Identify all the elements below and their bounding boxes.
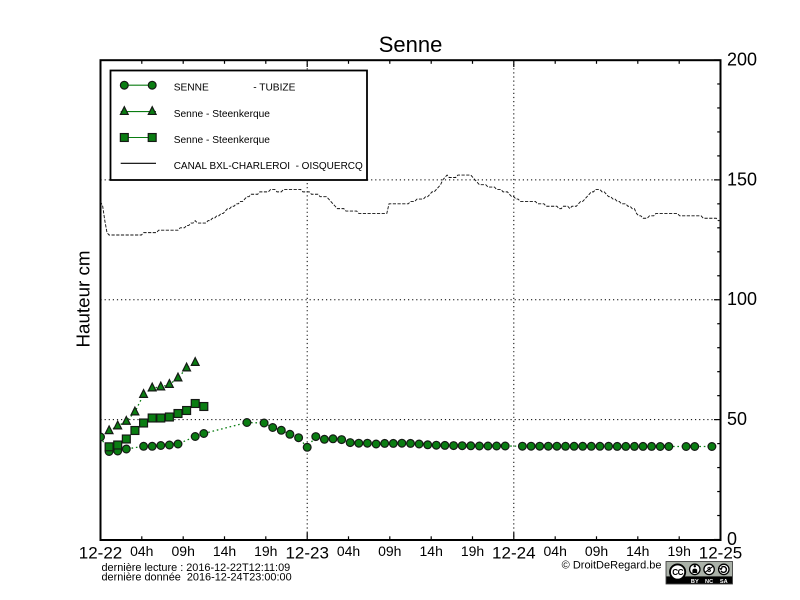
svg-text:09h: 09h xyxy=(585,543,608,559)
svg-text:© DroitDeRegard.be: © DroitDeRegard.be xyxy=(562,560,662,572)
svg-text:CANAL BXL-CHARLEROI - OISQUER: CANAL BXL-CHARLEROI - OISQUERCQ xyxy=(174,161,363,172)
svg-text:12-24: 12-24 xyxy=(492,544,535,563)
svg-text:14h: 14h xyxy=(213,543,236,559)
svg-text:04h: 04h xyxy=(337,543,360,559)
svg-text:14h: 14h xyxy=(626,543,649,559)
svg-text:0: 0 xyxy=(727,529,737,549)
svg-text:200: 200 xyxy=(727,50,757,70)
svg-text:12-25: 12-25 xyxy=(699,544,742,563)
svg-text:09h: 09h xyxy=(378,543,401,559)
svg-text:09h: 09h xyxy=(172,543,195,559)
svg-text:04h: 04h xyxy=(130,543,153,559)
svg-text:Senne - Steenkerque: Senne - Steenkerque xyxy=(174,135,271,146)
svg-text:- TUBIZE: - TUBIZE xyxy=(253,83,295,94)
svg-text:Senne - Steenkerque: Senne - Steenkerque xyxy=(174,109,271,120)
svg-text:NC: NC xyxy=(705,579,713,585)
svg-text:100: 100 xyxy=(727,289,757,309)
svg-text:19h: 19h xyxy=(461,543,484,559)
svg-text:12-23: 12-23 xyxy=(285,544,328,563)
svg-text:dernière donnée 2016-12-24T23: dernière donnée 2016-12-24T23:00:00 xyxy=(102,572,292,584)
svg-text:BY: BY xyxy=(691,579,699,585)
svg-text:$: $ xyxy=(707,567,711,574)
svg-text:SENNE: SENNE xyxy=(174,83,209,94)
svg-text:50: 50 xyxy=(727,409,747,429)
svg-text:Hauteur cm: Hauteur cm xyxy=(72,250,93,347)
svg-text:04h: 04h xyxy=(544,543,567,559)
svg-text:CC: CC xyxy=(672,568,683,577)
svg-text:Senne: Senne xyxy=(379,32,443,57)
svg-text:19h: 19h xyxy=(668,543,691,559)
svg-text:dernière lecture : 2016-12-22T: dernière lecture : 2016-12-22T12:11:09 xyxy=(102,562,291,574)
svg-text:SA: SA xyxy=(720,579,728,585)
svg-text:150: 150 xyxy=(727,169,757,189)
svg-text:12-22: 12-22 xyxy=(79,544,122,563)
svg-text:14h: 14h xyxy=(420,543,443,559)
svg-text:19h: 19h xyxy=(254,543,277,559)
